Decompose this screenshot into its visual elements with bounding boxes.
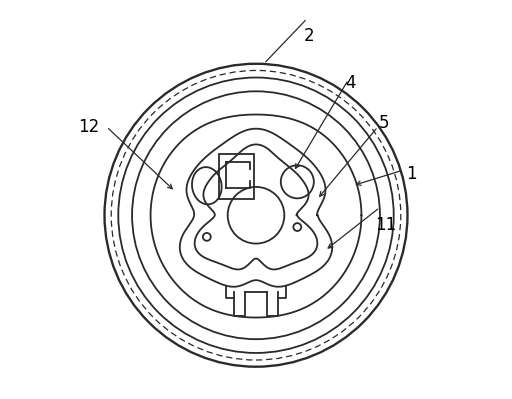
- Text: 2: 2: [304, 27, 314, 45]
- Text: 12: 12: [78, 118, 99, 136]
- Text: 4: 4: [345, 75, 356, 93]
- Text: 1: 1: [406, 165, 417, 183]
- Bar: [219, 154, 254, 200]
- Text: 11: 11: [375, 216, 396, 234]
- Text: 5: 5: [378, 114, 389, 132]
